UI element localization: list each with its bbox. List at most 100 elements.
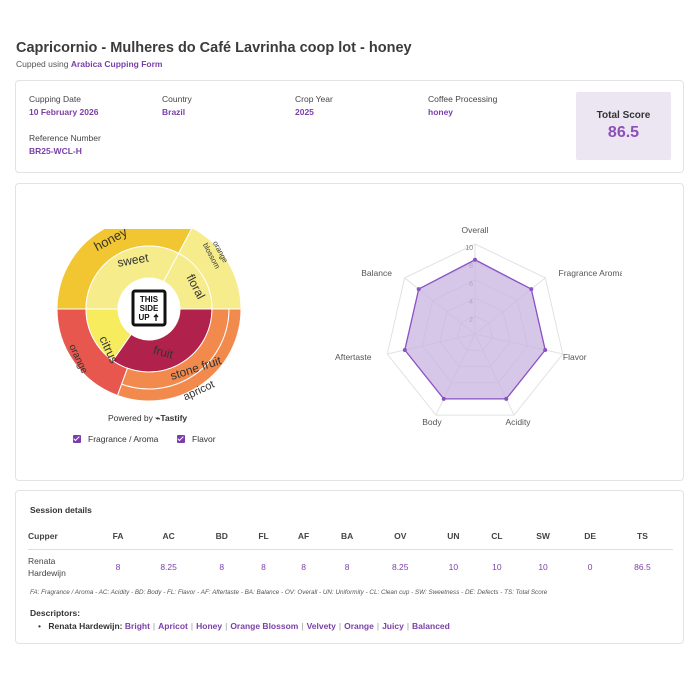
processing-value: honey: [428, 107, 454, 117]
col-cl: CL: [476, 527, 518, 550]
country-value: Brazil: [162, 107, 186, 117]
total-score-label: Total Score: [596, 110, 651, 121]
legend-flavor[interactable]: Flavor: [177, 434, 216, 444]
descriptor-separator: |: [152, 621, 156, 631]
cell-cl: 10: [492, 562, 502, 572]
country-field: Country Brazil: [162, 94, 192, 117]
col-ba: BA: [324, 527, 370, 550]
col-sw: SW: [517, 527, 569, 550]
powered-by: Powered by ⌁Tastify: [108, 413, 187, 424]
checkbox-flavor[interactable]: [177, 435, 185, 443]
session-header-row: Cupper FA AC BD FL AF BA OV UN CL SW DE …: [28, 527, 673, 550]
abbreviations-legend: FA: Fragrance / Aroma - AC: Acidity - BD…: [30, 589, 548, 596]
col-fl: FL: [244, 527, 283, 550]
col-bd: BD: [199, 527, 245, 550]
bullet-icon: •: [38, 621, 41, 631]
cell-ts: 86.5: [634, 562, 651, 572]
col-cupper: Cupper: [28, 527, 98, 550]
radar-point: [441, 396, 446, 401]
legend-flavor-label: Flavor: [192, 434, 216, 444]
radar-point: [504, 396, 509, 401]
session-title: Session details: [30, 505, 92, 515]
cell-ov: 8.25: [391, 562, 409, 572]
crop-year-value: 2025: [295, 107, 314, 117]
checkbox-fragrance-aroma[interactable]: [73, 435, 81, 443]
wheel-label-sweet: sweet: [116, 250, 150, 269]
descriptor-separator: |: [376, 621, 380, 631]
cupping-date-field: Cupping Date 10 February 2026: [29, 94, 98, 117]
reference-label: Reference Number: [29, 133, 101, 143]
col-ac: AC: [138, 527, 200, 550]
cell-ac: 8.25: [160, 562, 177, 572]
cell-fa: 8: [115, 562, 121, 572]
total-score-value: 86.5: [607, 124, 640, 141]
tastify-logo-icon: ⌁: [155, 413, 161, 423]
descriptor-tag: Orange Blossom: [230, 621, 299, 631]
descriptor-cupper: Renata Hardewijn:: [48, 621, 123, 631]
descriptor-line: • Renata Hardewijn: Bright | Apricot | Honey…: [38, 621, 450, 631]
radar-axis-label: Balance: [361, 268, 392, 278]
processing-label: Coffee Processing: [428, 94, 498, 104]
radar-axis-label: Fragrance Aroma: [559, 268, 622, 278]
cell-ba: 8: [344, 562, 350, 572]
descriptor-separator: |: [406, 621, 410, 631]
crop-year-label: Crop Year: [295, 94, 333, 104]
col-af: AF: [282, 527, 325, 550]
cupper-last-name: Hardewijn: [28, 568, 66, 578]
radar-axis-label: Body: [422, 417, 442, 427]
cell-af: 8: [301, 562, 306, 572]
crop-year-field: Crop Year 2025: [295, 94, 333, 117]
descriptor-tag: Honey: [196, 621, 223, 631]
info-card: Cupping Date 10 February 2026 Country Br…: [15, 80, 684, 173]
session-table: Cupper FA AC BD FL AF BA OV UN CL SW DE …: [28, 527, 673, 584]
cupping-form-link[interactable]: Arabica Cupping Form: [70, 59, 163, 69]
powered-by-label: Powered by: [108, 413, 153, 423]
descriptor-separator: |: [338, 621, 342, 631]
col-ov: OV: [369, 527, 431, 550]
cupper-cell: Renata Hardewijn: [28, 550, 98, 585]
cell-fl: 8: [261, 562, 266, 572]
tastify-brand: Tastify: [160, 413, 188, 423]
cell-un: 10: [448, 562, 459, 572]
logo-line-3: UP: [138, 313, 150, 322]
total-score-box: Total Score 86.5: [576, 92, 671, 160]
reference-field: Reference Number BR25-WCL-H: [29, 133, 101, 156]
wheel-segment-apricot: [116, 308, 242, 402]
descriptor-tag: Orange: [344, 621, 374, 631]
wheel-label-fruit: fruit: [152, 343, 176, 362]
charts-card: honey orange blossom sweet floral orange citru…: [15, 183, 684, 481]
radar-point: [416, 287, 421, 292]
session-card: Session details Cupper FA AC BD FL AF BA…: [15, 490, 684, 644]
descriptor-tag: Juicy: [382, 621, 404, 631]
legend-fragrance-aroma[interactable]: Fragrance / Aroma: [73, 434, 158, 444]
col-un: UN: [430, 527, 476, 550]
table-row: Renata Hardewijn 8 8.25 8 8 8 8 8.25 10 …: [28, 550, 673, 585]
descriptor-separator: |: [190, 621, 194, 631]
radar-axis-label: Aftertaste: [335, 352, 372, 362]
legend-fragrance-aroma-label: Fragrance / Aroma: [88, 434, 159, 444]
reference-value: BR25-WCL-H: [29, 146, 82, 156]
logo-arrow-icon: [153, 313, 159, 321]
logo-line-2: SIDE: [140, 304, 159, 313]
cupping-date-label: Cupping Date: [29, 94, 81, 104]
radar-point: [529, 287, 534, 292]
descriptors-title: Descriptors:: [30, 608, 81, 618]
descriptor-separator: |: [225, 621, 228, 631]
descriptor-items: Bright | Apricot | Honey | Orange Blossom | Velv…: [125, 621, 450, 631]
descriptor-tag: Apricot: [158, 621, 188, 631]
cell-de: 0: [587, 562, 593, 572]
descriptor-tag: Balanced: [412, 621, 450, 631]
descriptor-tag: Velvety: [306, 621, 336, 631]
this-side-up-logo: THIS SIDE UP: [118, 278, 180, 340]
radar-point: [543, 348, 548, 353]
descriptor-separator: |: [301, 621, 304, 631]
cupping-date-value: 10 February 2026: [29, 107, 99, 117]
page-subtitle: Cupped using Arabica Cupping Form: [16, 59, 162, 69]
descriptor-tag: Bright: [124, 621, 150, 631]
logo-line-1: THIS: [140, 295, 159, 304]
subtitle-prefix: Cupped using: [16, 59, 69, 69]
col-fa: FA: [98, 527, 139, 550]
radar-grid-ring: [386, 243, 564, 416]
country-label: Country: [162, 94, 192, 104]
